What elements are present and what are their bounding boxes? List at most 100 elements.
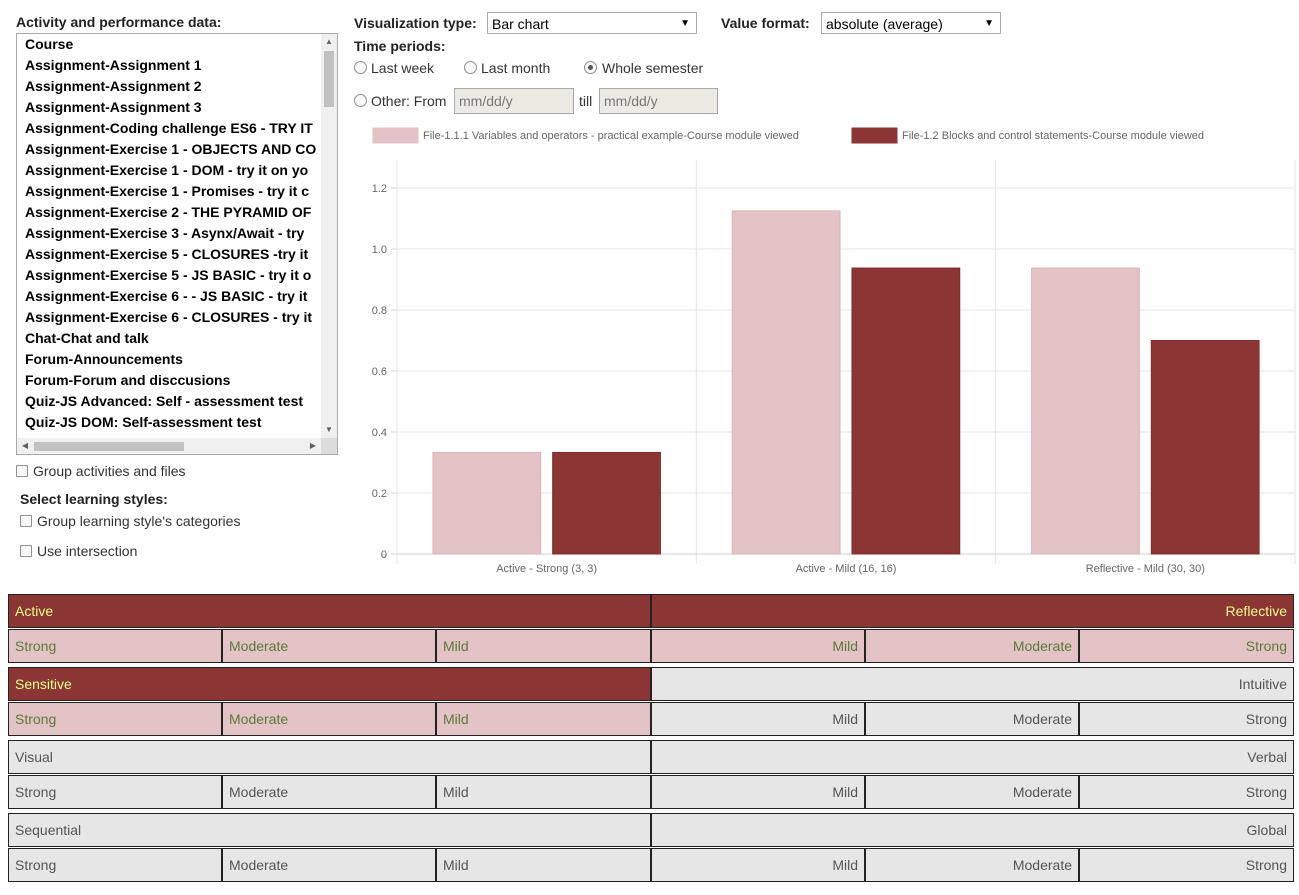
style-dimension-right[interactable]: Reflective: [651, 594, 1294, 628]
style-intensity-cell[interactable]: Moderate: [865, 848, 1079, 882]
style-intensity-cell[interactable]: Strong: [8, 629, 222, 663]
style-intensity-cell[interactable]: Mild: [651, 702, 865, 736]
y-tick-label: 1.0: [372, 244, 387, 256]
style-intensity-cell[interactable]: Strong: [8, 702, 222, 736]
x-tick-label: Reflective - Mild (30, 30): [1086, 563, 1205, 575]
style-dimension-left[interactable]: Sensitive: [8, 667, 651, 701]
style-intensity-cell[interactable]: Mild: [436, 775, 651, 809]
activity-list-item[interactable]: Assignment-Exercise 2 - THE PYRAMID OF: [25, 204, 312, 220]
group-activities-checkbox[interactable]: [16, 465, 28, 477]
viz-type-value: Bar chart: [492, 16, 549, 32]
x-tick-label: Active - Mild (16, 16): [796, 563, 897, 575]
style-dimension-left[interactable]: Visual: [8, 740, 651, 774]
last-week-label: Last week: [371, 60, 435, 76]
legend-swatch: [851, 127, 898, 144]
bar: [432, 451, 542, 555]
style-intensity-cell[interactable]: Moderate: [222, 848, 436, 882]
from-date-input[interactable]: mm/dd/y: [454, 88, 574, 114]
bar: [731, 210, 841, 555]
group-categories-checkbox[interactable]: [20, 515, 32, 527]
style-intensity-cell[interactable]: Strong: [8, 848, 222, 882]
other-period-radio[interactable]: [354, 94, 367, 107]
last-month-radio[interactable]: [464, 61, 477, 74]
activity-list-item[interactable]: Forum-Announcements: [25, 351, 183, 367]
style-dimension-right[interactable]: Intuitive: [651, 667, 1294, 701]
chevron-down-icon: ▼: [984, 18, 994, 29]
style-intensity-cell[interactable]: Strong: [1079, 629, 1294, 663]
style-dimension-right[interactable]: Global: [651, 813, 1294, 847]
activity-list-item[interactable]: Quiz-JS DOM: Self-assessment test: [25, 414, 262, 430]
activity-list-item[interactable]: Chat-Chat and talk: [25, 330, 149, 346]
style-intensity-cell[interactable]: Moderate: [222, 702, 436, 736]
style-intensity-cell[interactable]: Strong: [1079, 775, 1294, 809]
scroll-up-arrow-icon[interactable]: ▲: [325, 37, 333, 46]
activity-list-item[interactable]: Assignment-Assignment 1: [25, 57, 202, 73]
activity-list-item[interactable]: Forum-Forum and disccusions: [25, 372, 231, 388]
group-activities-label: Group activities and files: [33, 463, 186, 479]
activity-list-item[interactable]: Assignment-Coding challenge ES6 - TRY IT: [25, 120, 313, 136]
activity-list-item[interactable]: Assignment-Exercise 5 - CLOSURES -try it: [25, 246, 309, 262]
activity-list-item[interactable]: Assignment-Exercise 1 - Promises - try i…: [25, 183, 309, 199]
activity-list-item[interactable]: Assignment-Exercise 6 - - JS BASIC - try…: [25, 288, 308, 304]
till-date-input[interactable]: mm/dd/y: [599, 88, 718, 114]
list-vertical-scrollbar[interactable]: ▲ ▼: [321, 34, 337, 438]
activity-list-item[interactable]: Assignment-Assignment 2: [25, 78, 202, 94]
scroll-down-arrow-icon[interactable]: ▼: [325, 425, 333, 434]
style-intensity-cell[interactable]: Mild: [651, 629, 865, 663]
whole-semester-label: Whole semester: [602, 60, 704, 76]
style-intensity-cell[interactable]: Mild: [436, 848, 651, 882]
style-intensity-cell[interactable]: Moderate: [865, 629, 1079, 663]
activity-list-item[interactable]: Assignment-Exercise 6 - CLOSURES - try i…: [25, 309, 313, 325]
style-intensity-cell[interactable]: Moderate: [222, 775, 436, 809]
bar-chart: File-1.1.1 Variables and operators - pra…: [372, 127, 1296, 575]
style-dimension-left[interactable]: Sequential: [8, 813, 651, 847]
style-intensity-cell[interactable]: Mild: [651, 848, 865, 882]
style-dimension-left[interactable]: Active: [8, 594, 651, 628]
bar: [1031, 267, 1140, 555]
last-week-radio[interactable]: [354, 61, 367, 74]
viz-type-select[interactable]: Bar chart ▼: [487, 12, 697, 34]
horizontal-scroll-thumb[interactable]: [34, 442, 184, 451]
scroll-right-arrow-icon[interactable]: ▶: [309, 441, 317, 450]
legend-label: File-1.2 Blocks and control statements-C…: [902, 130, 1204, 142]
y-tick-label: 0.8: [372, 305, 387, 317]
last-month-label: Last month: [481, 60, 551, 76]
scroll-left-arrow-icon[interactable]: ◀: [21, 441, 29, 450]
activity-listbox[interactable]: Course Assignment-Assignment 1 Assignment-…: [16, 33, 338, 455]
activity-list-item[interactable]: Assignment-Exercise 5 - JS BASIC - try i…: [25, 267, 312, 283]
style-intensity-cell[interactable]: Moderate: [222, 629, 436, 663]
style-dimension-right[interactable]: Verbal: [651, 740, 1294, 774]
value-format-select[interactable]: absolute (average) ▼: [821, 12, 1001, 34]
y-tick-label: 0.6: [372, 366, 387, 378]
use-intersection-label: Use intersection: [37, 543, 138, 559]
legend-label: File-1.1.1 Variables and operators - pra…: [423, 130, 799, 142]
whole-semester-radio[interactable]: [584, 61, 597, 74]
style-intensity-cell[interactable]: Mild: [651, 775, 865, 809]
activity-list-item[interactable]: Assignment-Exercise 1 - DOM - try it on …: [25, 162, 309, 178]
activity-list-item[interactable]: Assignment-Exercise 3 - Asynx/Await - tr…: [25, 225, 305, 241]
activity-data-title: Activity and performance data:: [16, 14, 222, 30]
list-horizontal-scrollbar[interactable]: ◀ ▶: [17, 438, 321, 454]
style-intensity-cell[interactable]: Mild: [436, 629, 651, 663]
style-intensity-cell[interactable]: Strong: [1079, 848, 1294, 882]
scroll-corner: [321, 438, 337, 454]
other-from-label: Other: From: [371, 93, 447, 109]
style-intensity-cell[interactable]: Moderate: [865, 775, 1079, 809]
legend-swatch: [372, 127, 419, 144]
vertical-scroll-thumb[interactable]: [324, 51, 334, 107]
style-intensity-cell[interactable]: Strong: [8, 775, 222, 809]
activity-list-item[interactable]: Assignment-Assignment 3: [25, 99, 202, 115]
style-intensity-cell[interactable]: Mild: [436, 702, 651, 736]
till-label: till: [579, 93, 593, 109]
use-intersection-checkbox[interactable]: [20, 545, 32, 557]
style-intensity-cell[interactable]: Strong: [1079, 702, 1294, 736]
activity-list-item[interactable]: Course: [25, 36, 74, 52]
activity-list-item[interactable]: Quiz-JS Advanced: Self - assessment test: [25, 393, 304, 409]
group-categories-label: Group learning style's categories: [37, 513, 241, 529]
activity-list-item[interactable]: Assignment-Exercise 1 - OBJECTS AND CO: [25, 141, 317, 157]
bar: [552, 451, 661, 555]
time-periods-label: Time periods:: [354, 38, 446, 54]
viz-type-label: Visualization type:: [354, 15, 477, 31]
bar: [851, 267, 961, 555]
style-intensity-cell[interactable]: Moderate: [865, 702, 1079, 736]
